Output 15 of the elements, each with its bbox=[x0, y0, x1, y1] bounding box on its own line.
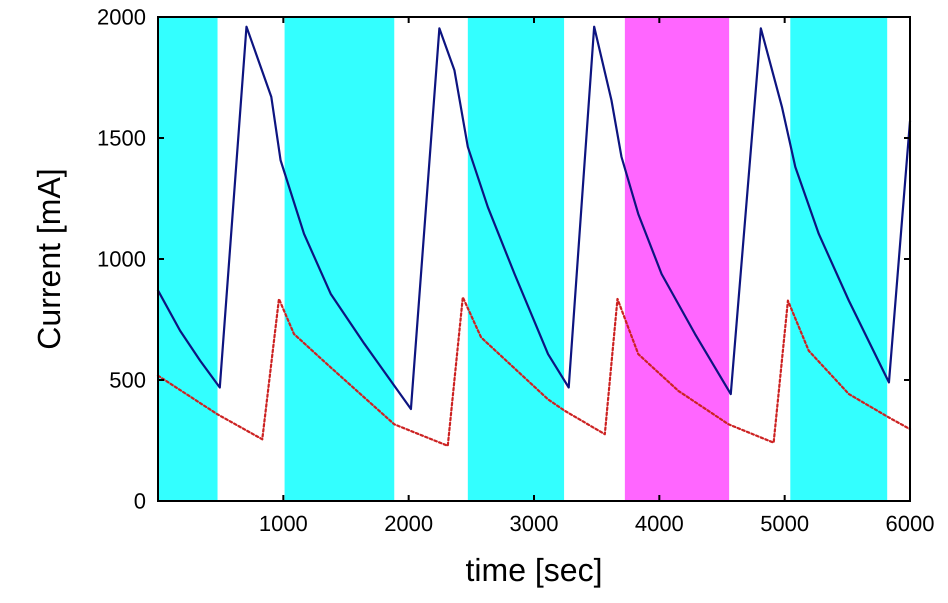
line-series bbox=[156, 26, 912, 410]
y-tick-label: 1000 bbox=[97, 246, 146, 272]
y-tick-label: 500 bbox=[109, 368, 146, 393]
x-tick-label: 4000 bbox=[634, 511, 684, 536]
x-tick-label: 6000 bbox=[886, 511, 934, 536]
x-tick-label: 2000 bbox=[384, 511, 434, 536]
x-tick-label: 3000 bbox=[510, 511, 558, 536]
y-axis-title: Current [mA] bbox=[31, 168, 67, 350]
x-tick-label: 5000 bbox=[760, 511, 810, 536]
y-tick-label: 2000 bbox=[97, 4, 146, 30]
y-tick-label: 1500 bbox=[97, 126, 146, 151]
line-series bbox=[156, 296, 912, 447]
y-tick-label: 0 bbox=[134, 488, 146, 514]
x-axis-title: time [sec] bbox=[466, 552, 602, 588]
x-tick-label: 1000 bbox=[258, 511, 308, 536]
